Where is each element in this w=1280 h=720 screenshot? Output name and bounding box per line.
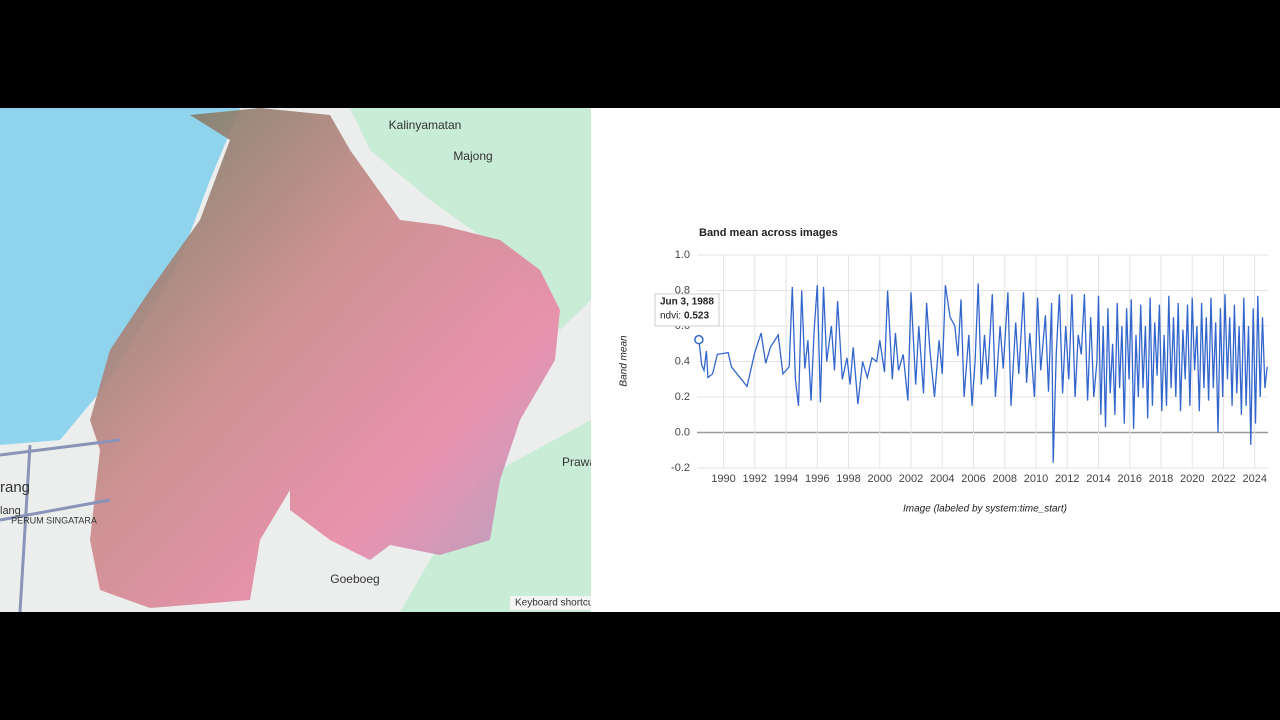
map-road <box>0 438 121 613</box>
map-label: rang <box>0 479 30 496</box>
x-tick-label: 2016 <box>1117 473 1141 485</box>
tooltip-box <box>654 293 720 327</box>
x-tick-label: 2024 <box>1242 473 1266 485</box>
map-sea <box>0 108 240 445</box>
x-tick-label: 2000 <box>868 473 892 485</box>
y-axis-title: Band mean <box>619 335 630 387</box>
map-label: PERUM SINGATARA <box>11 515 97 525</box>
map-green <box>400 420 591 612</box>
y-tick-label: 0.2 <box>675 391 690 403</box>
x-tick-label: 2004 <box>930 473 954 485</box>
map-overlay <box>90 108 560 608</box>
map-label: lang <box>0 505 21 517</box>
y-tick-label: 1.0 <box>675 249 690 261</box>
keyboard-shortcuts[interactable]: Keyboard shortcu <box>515 598 593 609</box>
y-tick-label: 0.0 <box>675 426 690 438</box>
x-tick-label: 2018 <box>1149 473 1173 485</box>
x-tick-label: 1996 <box>805 473 829 485</box>
x-tick-label: 2006 <box>961 473 985 485</box>
x-tick-label: 1990 <box>711 473 735 485</box>
x-axis-title: Image (labeled by system:time_start) <box>903 504 1067 515</box>
series-line <box>698 283 1268 463</box>
x-tick-label: 2022 <box>1211 473 1235 485</box>
map: Kalinyamatan Majong Prawa rang lang PERU… <box>0 108 596 613</box>
x-tick-label: 2002 <box>899 473 923 485</box>
map-label: Prawa <box>562 455 596 469</box>
attribution-bg <box>510 596 591 610</box>
hover-point <box>694 334 704 345</box>
map-label: Majong <box>453 149 492 163</box>
x-tick-label: 2020 <box>1180 473 1204 485</box>
map-label: Kalinyamatan <box>389 118 462 132</box>
x-tick-label: 1994 <box>774 473 798 485</box>
map-label: Goeboeg <box>330 572 379 586</box>
tooltip-date: Jun 3, 1988 <box>660 297 714 308</box>
x-tick-label: 2014 <box>1086 473 1110 485</box>
tooltip-value: 0.523 <box>684 311 709 322</box>
x-tick-label: 2008 <box>993 473 1017 485</box>
x-tick-label: 1992 <box>743 473 767 485</box>
y-tick-label: -0.2 <box>671 462 690 474</box>
x-tick-label: 1998 <box>836 473 860 485</box>
x-tick-label: 2012 <box>1055 473 1079 485</box>
chart-title: Band mean across images <box>699 227 838 239</box>
y-tick-label: 0.8 <box>675 284 690 296</box>
tooltip-label: ndvi: <box>660 311 681 322</box>
x-tick-label: 2010 <box>1024 473 1048 485</box>
y-tick-label: 0.4 <box>675 355 690 367</box>
